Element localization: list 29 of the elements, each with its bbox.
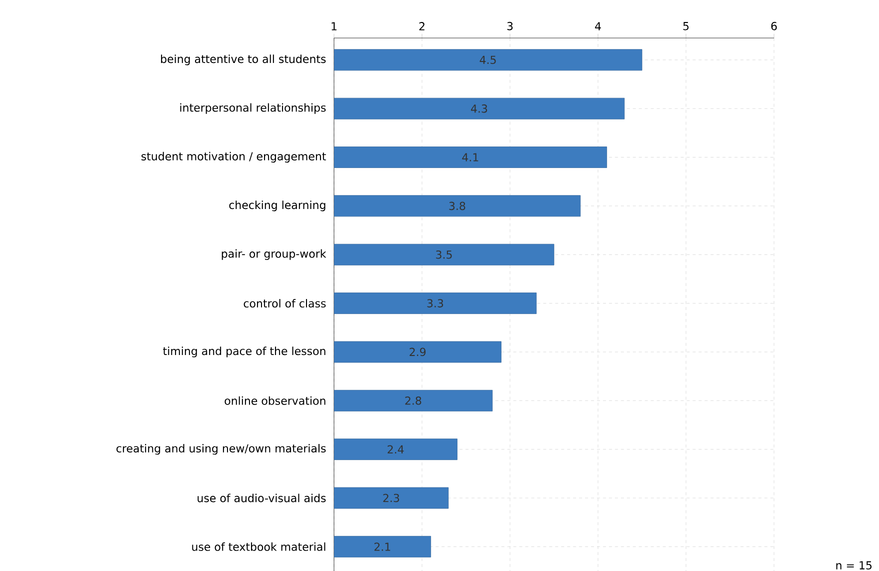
x-tick-label: 1	[332, 22, 336, 30]
data-label: 4.3	[470, 104, 488, 113]
data-label: 2.8	[405, 396, 422, 405]
data-label: 3.5	[436, 250, 452, 259]
x-tick-label: 4	[595, 22, 601, 30]
y-tick-label: pair- or group-work	[222, 249, 326, 260]
y-tick-label: use of textbook material	[192, 542, 326, 551]
y-tick-label: creating and using new/own materials	[116, 444, 326, 455]
y-tick-label: being attentive to all students	[161, 54, 326, 66]
text: n = 15	[836, 561, 872, 570]
y-tick-label: control of class	[244, 299, 326, 308]
data-label: 2.1	[374, 542, 390, 551]
x-tick-label: 6	[771, 22, 777, 30]
x-tick-label: 2	[419, 22, 424, 30]
y-tick-label: use of audio-visual aids	[198, 494, 326, 502]
data-label: 2.9	[410, 348, 426, 356]
y-tick-label: online observation	[224, 396, 326, 405]
data-label: 2.3	[383, 494, 400, 502]
y-tick-label: student motivation / engagement	[141, 152, 326, 163]
data-label: 2.4	[388, 445, 404, 454]
data-label: 3.8	[449, 202, 466, 210]
data-label: 4.5	[480, 56, 496, 64]
y-tick-label: interpersonal relationships	[180, 103, 326, 114]
data-label: 4.1	[462, 153, 478, 162]
x-tick-label: 3	[507, 22, 513, 30]
x-tick-label: 5	[683, 22, 689, 30]
y-tick-label: checking learning	[229, 200, 326, 212]
data-label: 3.3	[427, 299, 444, 308]
y-tick-label: timing and pace of the lesson	[163, 346, 326, 358]
